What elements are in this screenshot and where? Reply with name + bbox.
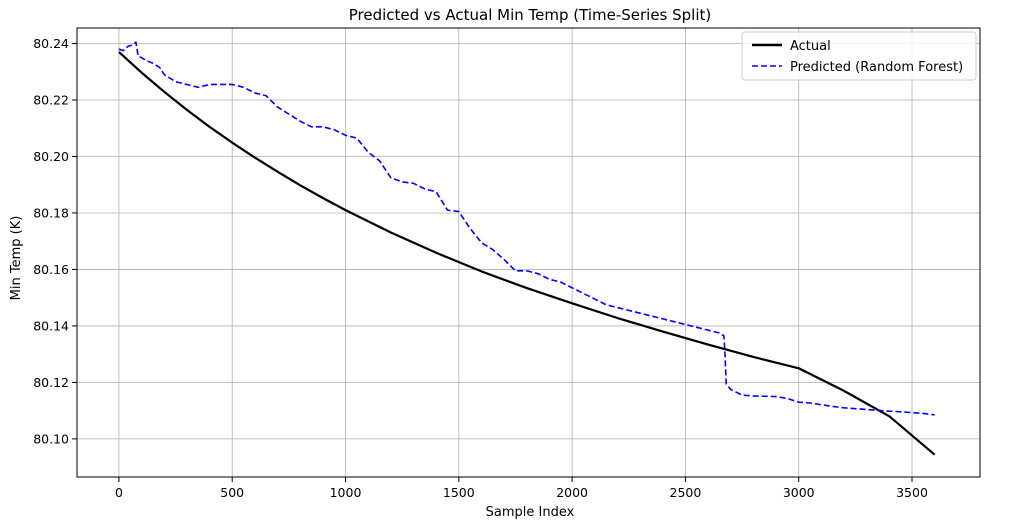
x-tick-label: 3500: [896, 485, 928, 500]
legend: Actual Predicted (Random Forest): [741, 31, 977, 81]
predicted-series-line: [118, 41, 935, 416]
x-tick-label: 1500: [443, 485, 475, 500]
legend-box: [741, 31, 977, 81]
x-tick-label: 0: [115, 485, 123, 500]
y-tick-label: 80.18: [33, 205, 69, 220]
x-tick-label: 3000: [783, 485, 815, 500]
plot-area-frame: [76, 27, 981, 478]
y-axis-label: Min Temp (K): [9, 216, 24, 301]
y-tick-label: 80.24: [33, 36, 69, 51]
y-tick-label: 80.14: [33, 318, 69, 333]
y-tick-label: 80.10: [33, 431, 69, 446]
chart-title: Predicted vs Actual Min Temp (Time-Serie…: [349, 6, 712, 24]
actual-series-line: [118, 51, 936, 456]
legend-predicted-label: Predicted (Random Forest): [790, 60, 963, 75]
x-axis-label: Sample Index: [486, 505, 575, 520]
x-tick-label: 2500: [670, 485, 702, 500]
legend-actual-label: Actual: [790, 39, 831, 54]
series-lines: [118, 41, 936, 456]
axis-ticks: 0 500 1000 1500 2000 2500 3000 3500 80.10 80.12 80…: [33, 36, 928, 500]
x-tick-label: 500: [220, 485, 244, 500]
x-tick-label: 1000: [330, 485, 362, 500]
y-tick-label: 80.22: [33, 93, 69, 108]
y-tick-label: 80.16: [33, 262, 69, 277]
grid-lines: [77, 28, 980, 477]
x-tick-label: 2000: [556, 485, 588, 500]
y-tick-label: 80.20: [33, 149, 69, 164]
y-tick-label: 80.12: [33, 375, 69, 390]
